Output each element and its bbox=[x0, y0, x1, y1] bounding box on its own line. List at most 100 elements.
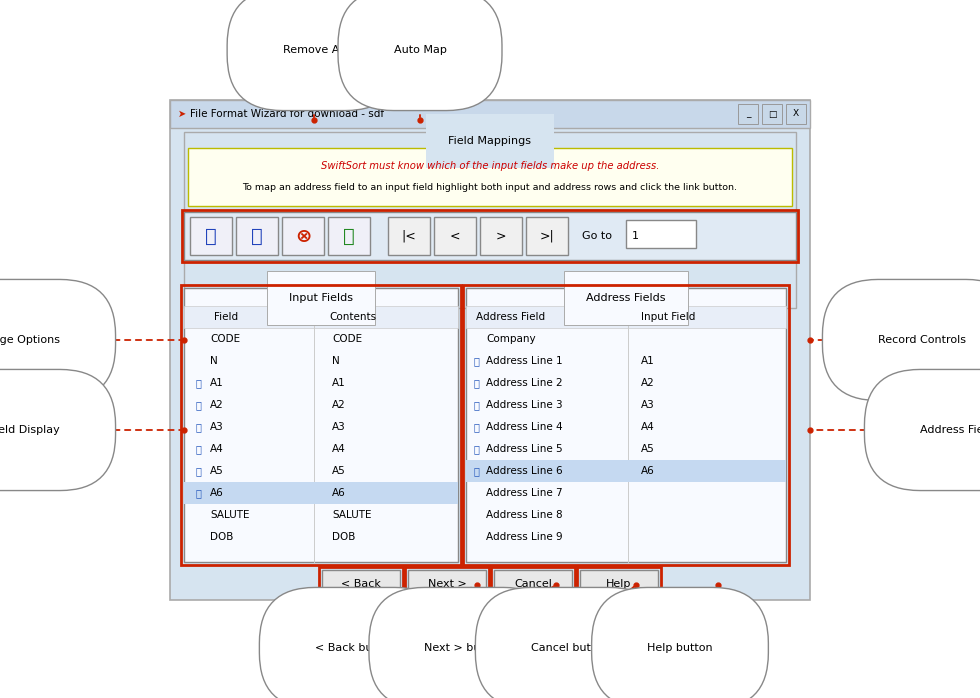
Text: ⛓: ⛓ bbox=[195, 378, 201, 388]
Text: ⛓: ⛓ bbox=[195, 400, 201, 410]
Ellipse shape bbox=[341, 629, 369, 651]
Text: A1: A1 bbox=[332, 378, 346, 388]
Bar bbox=[466, 306, 786, 328]
Ellipse shape bbox=[406, 47, 434, 69]
Bar bbox=[466, 460, 786, 482]
Bar bbox=[526, 217, 568, 255]
Text: A4: A4 bbox=[641, 422, 655, 432]
Text: Address Fields: Address Fields bbox=[586, 293, 665, 303]
Text: Next >: Next > bbox=[427, 579, 466, 589]
Text: < Back: < Back bbox=[341, 579, 381, 589]
Text: A5: A5 bbox=[332, 466, 346, 476]
Text: To map an address field to an input field highlight both input and address rows : To map an address field to an input fiel… bbox=[242, 184, 738, 193]
Text: ⛓: ⛓ bbox=[195, 444, 201, 454]
Ellipse shape bbox=[665, 629, 694, 651]
Text: ⛓: ⛓ bbox=[195, 466, 201, 476]
Bar bbox=[405, 567, 489, 601]
Text: 8: 8 bbox=[461, 635, 467, 645]
Text: CODE: CODE bbox=[210, 334, 240, 344]
Text: Company: Company bbox=[486, 334, 536, 344]
Text: A2: A2 bbox=[210, 400, 223, 410]
Text: Address Line 6: Address Line 6 bbox=[486, 466, 563, 476]
Bar bbox=[282, 217, 324, 255]
Text: A3: A3 bbox=[210, 422, 223, 432]
Text: Auto Map: Auto Map bbox=[394, 45, 447, 55]
Bar bbox=[480, 217, 522, 255]
Text: Cancel: Cancel bbox=[514, 579, 552, 589]
Ellipse shape bbox=[54, 419, 82, 441]
Text: Record Controls: Record Controls bbox=[878, 335, 966, 345]
Text: Address Line 5: Address Line 5 bbox=[486, 444, 563, 454]
Text: Next > button: Next > button bbox=[424, 643, 504, 653]
Text: Cancel button: Cancel button bbox=[531, 643, 609, 653]
Text: _: _ bbox=[746, 110, 751, 119]
Bar bbox=[319, 567, 403, 601]
Ellipse shape bbox=[300, 47, 328, 69]
Bar bbox=[184, 306, 458, 328]
Text: A6: A6 bbox=[210, 488, 223, 498]
Text: <: < bbox=[450, 230, 461, 242]
Ellipse shape bbox=[556, 629, 584, 651]
Bar bbox=[494, 570, 572, 598]
Bar bbox=[322, 570, 400, 598]
Text: 9: 9 bbox=[566, 635, 573, 645]
Text: CODE: CODE bbox=[332, 334, 363, 344]
Text: Address Line 1: Address Line 1 bbox=[486, 356, 563, 366]
Text: Address Line 7: Address Line 7 bbox=[486, 488, 563, 498]
Text: Address Line 9: Address Line 9 bbox=[486, 532, 563, 542]
Ellipse shape bbox=[856, 329, 884, 351]
Bar bbox=[738, 104, 758, 124]
Text: A1: A1 bbox=[641, 356, 655, 366]
Text: ⛓: ⛓ bbox=[473, 378, 479, 388]
Text: Input Fields: Input Fields bbox=[289, 293, 353, 303]
Bar bbox=[762, 104, 782, 124]
Bar bbox=[181, 285, 461, 565]
Text: Address Line 3: Address Line 3 bbox=[486, 400, 563, 410]
Text: DOB: DOB bbox=[210, 532, 233, 542]
Text: X: X bbox=[793, 110, 799, 119]
Text: ⛓: ⛓ bbox=[343, 226, 355, 246]
Bar bbox=[388, 217, 430, 255]
Bar bbox=[434, 217, 476, 255]
Bar bbox=[466, 288, 786, 562]
Text: Field Mappings: Field Mappings bbox=[449, 136, 531, 146]
Text: ⊗: ⊗ bbox=[295, 226, 312, 246]
Text: Help: Help bbox=[607, 579, 632, 589]
Ellipse shape bbox=[450, 629, 478, 651]
Text: Address Line 2: Address Line 2 bbox=[486, 378, 563, 388]
Text: A6: A6 bbox=[332, 488, 346, 498]
Text: A3: A3 bbox=[332, 422, 346, 432]
Text: 5: 5 bbox=[65, 425, 72, 435]
Text: 1: 1 bbox=[632, 231, 639, 241]
Text: 3: 3 bbox=[416, 53, 423, 63]
Bar bbox=[190, 217, 232, 255]
Bar bbox=[328, 217, 370, 255]
Text: Linkage Options: Linkage Options bbox=[0, 335, 60, 345]
Text: ⛓: ⛓ bbox=[473, 444, 479, 454]
Text: 2: 2 bbox=[311, 53, 318, 63]
Text: A5: A5 bbox=[210, 466, 223, 476]
Text: File Format Wizard for download - sdf: File Format Wizard for download - sdf bbox=[190, 109, 384, 119]
Ellipse shape bbox=[54, 329, 82, 351]
Text: A4: A4 bbox=[210, 444, 223, 454]
Text: Input Field Display: Input Field Display bbox=[0, 425, 60, 435]
Text: 4: 4 bbox=[866, 335, 874, 345]
Text: < Back button: < Back button bbox=[315, 643, 395, 653]
Text: |<: |< bbox=[402, 230, 416, 242]
Text: A2: A2 bbox=[641, 378, 655, 388]
Text: □: □ bbox=[767, 110, 776, 119]
Text: ⛓: ⛓ bbox=[205, 226, 217, 246]
Text: Go to: Go to bbox=[582, 231, 612, 241]
Bar bbox=[236, 217, 278, 255]
Text: Address Line 4: Address Line 4 bbox=[486, 422, 563, 432]
Text: Address Line 8: Address Line 8 bbox=[486, 510, 563, 520]
Text: >: > bbox=[496, 230, 507, 242]
Bar bbox=[463, 285, 789, 565]
Text: 7: 7 bbox=[351, 635, 359, 645]
Bar bbox=[580, 570, 658, 598]
Text: ⛓: ⛓ bbox=[473, 422, 479, 432]
Text: 1: 1 bbox=[65, 335, 72, 345]
Ellipse shape bbox=[898, 419, 926, 441]
Text: Field: Field bbox=[214, 312, 238, 322]
Text: Contents: Contents bbox=[329, 312, 376, 322]
